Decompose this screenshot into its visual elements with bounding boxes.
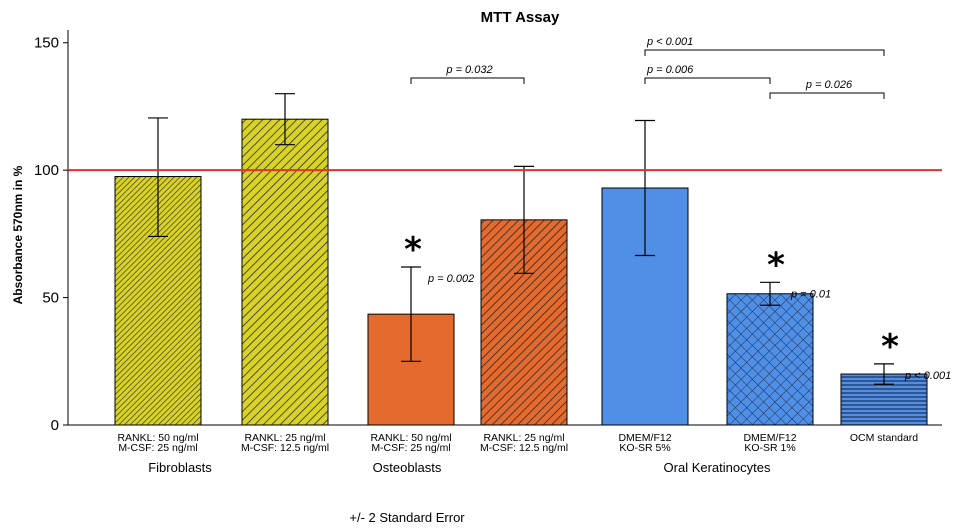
- x-tick-label-line: M-CSF: 12.5 ng/ml: [241, 442, 329, 454]
- y-tick-label: 50: [42, 290, 59, 307]
- x-tick-label-line: RANKL: 25 ng/ml: [483, 432, 564, 444]
- x-tick-label-line: DMEM/F12: [618, 432, 671, 444]
- group-labels: Fibroblasts Osteoblasts Oral Keratinocytes: [148, 460, 771, 475]
- group-label: Fibroblasts: [148, 460, 212, 475]
- x-tick-label-line: RANKL: 50 ng/ml: [117, 432, 198, 444]
- x-tick-label-line: RANKL: 25 ng/ml: [244, 432, 325, 444]
- x-tick-label-line: RANKL: 50 ng/ml: [370, 432, 451, 444]
- bars: [114, 118, 928, 426]
- bar-hatch: [727, 293, 813, 425]
- x-tick-label-line: M-CSF: 12.5 ng/ml: [480, 442, 568, 454]
- significance-bracket: [410, 77, 525, 84]
- bracket-p-value: p = 0.026: [805, 79, 853, 91]
- x-tick-label-line: KO-SR 1%: [744, 442, 795, 454]
- footnote: +/- 2 Standard Error: [349, 510, 465, 525]
- significance-brackets: p = 0.032 p < 0.001 p = 0.006 p = 0.026: [410, 36, 885, 99]
- x-tick-label-line: DMEM/F12: [743, 432, 796, 444]
- y-tick-label: 100: [34, 162, 59, 179]
- significance-bracket: [769, 92, 885, 99]
- x-tick-label: RANKL: 50 ng/ml M-CSF: 25 ng/ml: [117, 432, 198, 454]
- y-tick-label: 0: [51, 417, 59, 434]
- y-tick-label: 150: [34, 35, 59, 52]
- chart-title: MTT Assay: [481, 9, 560, 26]
- significance-star: *: [767, 245, 785, 285]
- x-tick-label-line: KO-SR 5%: [619, 442, 670, 454]
- bar-hatch: [242, 119, 328, 426]
- bracket-p-value: p = 0.006: [646, 64, 694, 76]
- bracket-p-value: p = 0.032: [445, 64, 492, 76]
- significance-bracket: [644, 49, 885, 56]
- bar-p-value: p < 0.001: [904, 370, 951, 382]
- significance-star: *: [881, 327, 899, 367]
- error-bars: [148, 93, 894, 385]
- x-tick-label: RANKL: 25 ng/ml M-CSF: 12.5 ng/ml: [241, 432, 329, 454]
- y-axis-label: Absorbance 570nm in %: [11, 165, 25, 304]
- x-tick-label: RANKL: 50 ng/ml M-CSF: 25 ng/ml: [370, 432, 451, 454]
- x-tick-label: RANKL: 25 ng/ml M-CSF: 12.5 ng/ml: [480, 432, 568, 454]
- x-tick-label-line: M-CSF: 25 ng/ml: [371, 442, 450, 454]
- x-tick-label-line: OCM standard: [850, 432, 918, 444]
- bar-p-value: p = 0.002: [427, 273, 474, 285]
- x-tick-label-line: M-CSF: 25 ng/ml: [118, 442, 197, 454]
- bar-p-value: p = 0.01: [790, 288, 831, 300]
- x-tick-label: OCM standard: [850, 432, 918, 444]
- group-label: Osteoblasts: [373, 460, 442, 475]
- group-label: Oral Keratinocytes: [664, 460, 771, 475]
- significance-bracket: [644, 77, 771, 84]
- significance-star: *: [404, 230, 422, 270]
- bracket-p-value: p < 0.001: [646, 36, 693, 48]
- x-tick-label: DMEM/F12 KO-SR 5%: [618, 432, 671, 454]
- x-tick-label: DMEM/F12 KO-SR 1%: [743, 432, 796, 454]
- bar-annotations: * p = 0.002 * p = 0.01 * p < 0.001: [404, 230, 951, 382]
